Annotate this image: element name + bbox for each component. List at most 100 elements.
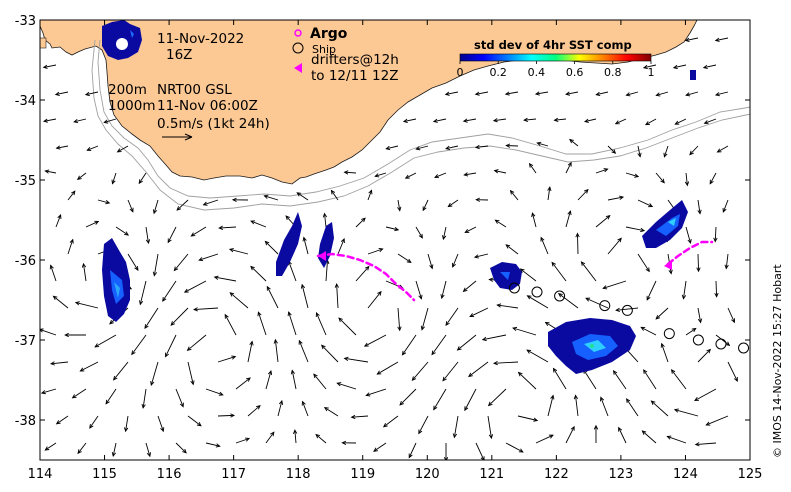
current-arrow [689,145,699,156]
colorbar-tick-label: 0.6 [566,66,584,79]
current-arrow [217,355,237,363]
product-label: NRT00 GSL [157,82,232,98]
current-arrow [343,170,357,175]
current-arrow [685,226,692,244]
ship-position [554,290,566,302]
current-arrow [547,186,552,201]
current-arrow [714,91,729,97]
current-arrow [660,342,669,363]
y-tick-label: -34 [15,94,36,109]
current-arrow [266,285,279,309]
date-label: 11-Nov-2022 [157,31,244,47]
current-arrow [235,437,251,444]
current-arrow [445,145,459,151]
current-arrow [115,226,130,236]
current-arrow [505,143,519,148]
current-arrow [313,373,327,390]
current-arrow [553,117,567,123]
current-arrow [674,118,687,125]
current-arrow [481,334,507,342]
current-arrow [517,371,537,390]
current-arrow [94,334,117,348]
current-arrow [703,118,717,125]
current-arrow [277,399,284,417]
current-arrow [213,275,237,282]
current-arrow [124,415,129,433]
x-tick-label: 123 [608,467,633,482]
current-arrow [585,297,609,309]
current-arrow [447,199,459,208]
scale-arrow [162,133,193,141]
current-arrow [517,415,539,422]
current-arrow [334,283,339,309]
current-arrow [637,199,654,208]
current-arrow [440,280,447,300]
current-arrow [152,253,159,277]
plot-frame [39,19,751,461]
current-arrow [487,415,494,440]
current-arrow [666,435,687,444]
ship-position [531,286,543,298]
current-arrow [595,91,609,97]
current-arrow [464,226,477,233]
current-arrow [89,415,99,429]
current-arrow [175,388,184,408]
current-arrow [526,349,549,363]
x-tick-label: 120 [415,467,440,482]
current-arrow [444,91,459,96]
current-arrow [505,244,519,255]
ship-position [508,282,520,294]
current-arrow [301,400,309,417]
current-arrow [173,253,189,272]
argo-marker [294,29,302,37]
current-arrow [600,396,609,417]
current-arrow [534,91,549,96]
current-arrow [684,172,690,187]
current-arrow [97,199,111,205]
current-arrow [452,415,459,439]
current-arrow [235,377,251,390]
current-arrow [367,189,373,201]
drifter-tracks [316,240,714,302]
current-arrow [67,190,76,201]
ship-marker [292,42,304,54]
current-arrow [290,369,297,390]
drifter-legend-marker [294,63,302,73]
current-arrow [573,394,579,417]
current-arrow [612,370,627,390]
x-tick-label: 121 [479,467,504,482]
current-arrow [397,199,402,212]
current-arrow [607,195,625,201]
current-arrow [468,361,489,378]
current-arrow [85,220,100,228]
current-arrow [287,311,297,336]
current-arrow [50,361,69,366]
current-arrow [183,280,207,293]
current-arrow [505,442,524,453]
current-arrow [685,327,697,336]
current-arrow [42,64,57,69]
current-arrow [595,168,609,174]
current-arrow [684,37,699,42]
current-arrow [55,415,69,425]
current-arrow [217,413,236,418]
current-arrow [575,232,580,255]
hour-label: 16Z [166,47,192,63]
current-arrow [519,268,537,282]
x-tick-label: 122 [544,467,569,482]
current-arrow [626,398,639,417]
current-arrow [139,280,147,306]
drifter-head [664,260,672,270]
ship-position [621,304,633,316]
current-arrow [40,328,57,336]
current-arrow [341,440,357,445]
credit-label: © IMOS 14-Nov-2022 15:27 Hobart [771,264,784,458]
current-arrow [265,370,273,390]
current-arrow [77,442,87,455]
current-arrow [709,172,717,185]
current-arrow [512,326,537,336]
island [40,37,47,49]
current-arrow [187,415,202,427]
current-arrow [86,145,99,152]
